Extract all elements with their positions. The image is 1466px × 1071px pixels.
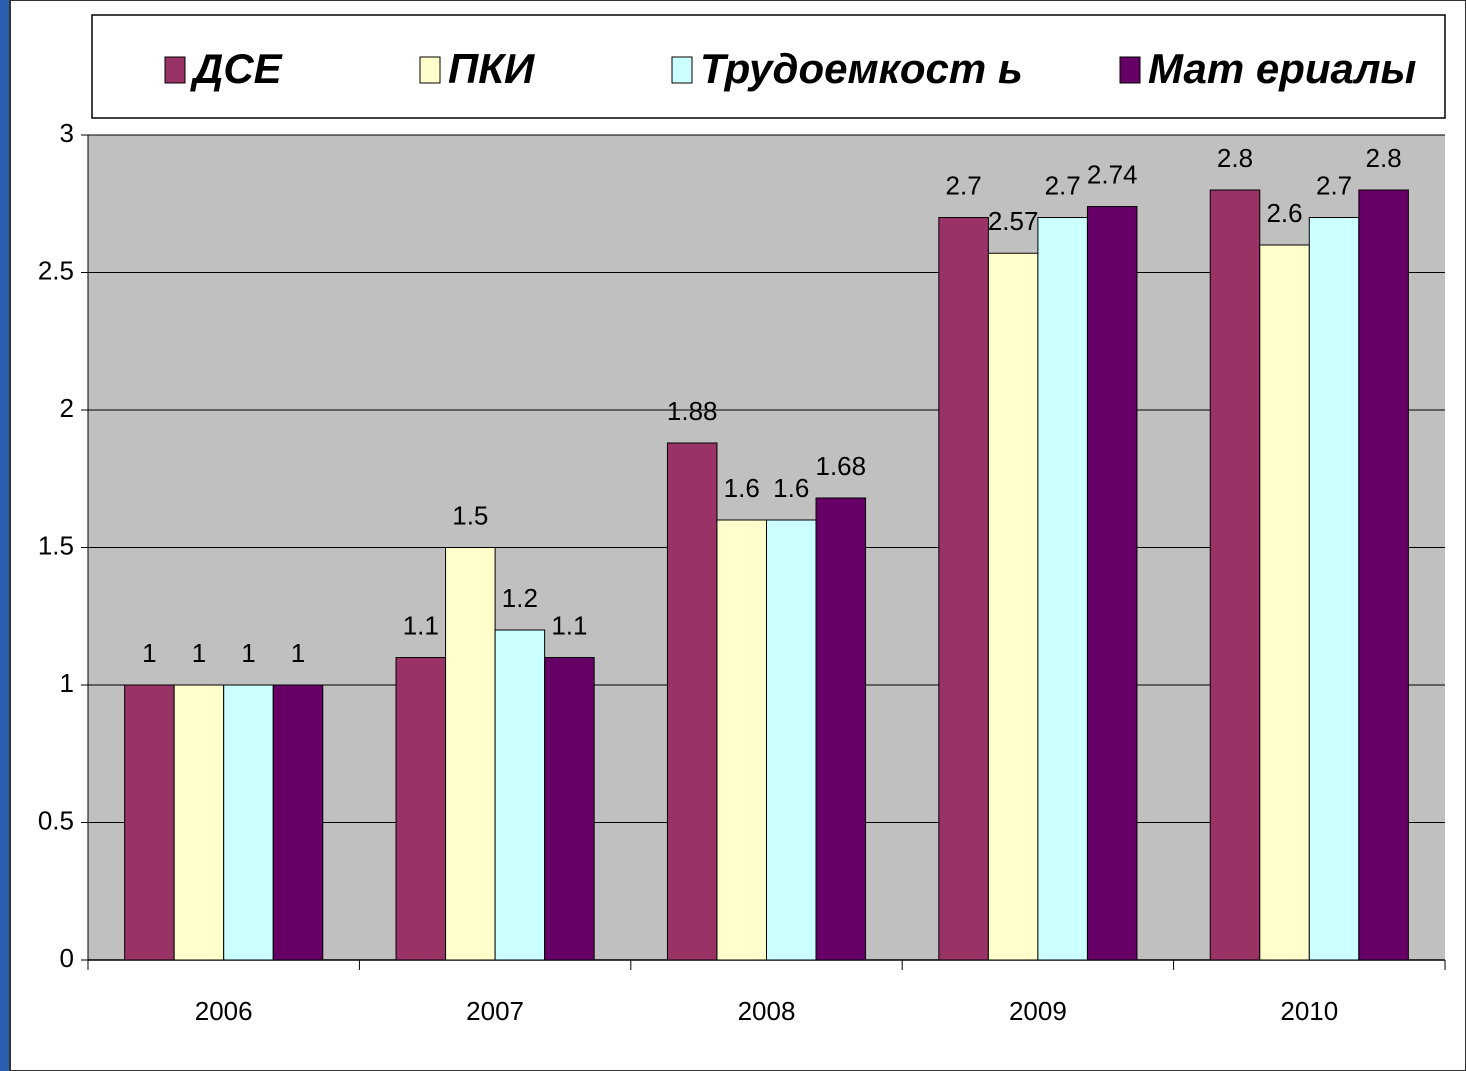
data-label: 2.8 (1366, 143, 1402, 173)
bar (1037, 217, 1088, 961)
bar (1259, 244, 1310, 961)
data-label: 1 (192, 638, 206, 668)
legend-label: Мат ериалы (1148, 45, 1417, 92)
data-label: 2.7 (1045, 170, 1081, 200)
legend-swatch (419, 56, 441, 84)
bar (1308, 217, 1360, 961)
data-label: 2.74 (1087, 159, 1138, 189)
bar (445, 547, 496, 961)
y-tick-label: 1.5 (38, 530, 74, 560)
data-label: 1.5 (452, 500, 488, 530)
data-label: 1 (241, 638, 255, 668)
data-label: 1 (142, 638, 156, 668)
x-tick-label: 2010 (1280, 996, 1338, 1026)
bar (124, 684, 175, 961)
data-label: 2.6 (1266, 198, 1302, 228)
data-label: 2.8 (1217, 143, 1253, 173)
y-tick-label: 1 (60, 668, 74, 698)
legend-label: ПКИ (448, 45, 535, 92)
legend-swatch (671, 56, 693, 84)
bar (544, 657, 595, 961)
data-label: 1.2 (502, 583, 538, 613)
legend-label: ДСЕ (190, 45, 284, 92)
bar (1209, 189, 1261, 961)
y-tick-label: 0 (60, 943, 74, 973)
data-label: 1.88 (667, 396, 718, 426)
bar (987, 252, 1039, 961)
bar (938, 217, 989, 961)
y-tick-label: 2 (60, 393, 74, 423)
legend-box (91, 14, 1446, 119)
data-label: 1.1 (551, 610, 587, 640)
legend-swatch (164, 56, 186, 84)
bar (666, 442, 718, 961)
data-label: 2.57 (988, 206, 1039, 236)
y-tick-label: 3 (60, 118, 74, 148)
data-label: 1.1 (403, 610, 439, 640)
x-tick-label: 2008 (738, 996, 796, 1026)
data-label: 1.68 (815, 451, 866, 481)
data-label: 1 (291, 638, 305, 668)
bar (395, 657, 447, 961)
bar (1358, 189, 1409, 961)
bar (766, 519, 817, 961)
bar (1086, 206, 1138, 961)
bar (223, 684, 274, 961)
y-tick-label: 2.5 (38, 255, 74, 285)
data-label: 2.7 (946, 170, 982, 200)
legend-label: Трудоемкост ь (700, 45, 1023, 92)
bar (494, 629, 546, 961)
x-tick-label: 2009 (1009, 996, 1067, 1026)
data-label: 1.6 (773, 473, 809, 503)
legend-swatch (1119, 56, 1141, 84)
data-label: 2.7 (1316, 170, 1352, 200)
x-tick-label: 2007 (466, 996, 524, 1026)
bar (173, 684, 225, 961)
bar (716, 519, 767, 961)
y-tick-label: 0.5 (38, 805, 74, 835)
x-tick-label: 2006 (195, 996, 253, 1026)
data-label: 1.6 (724, 473, 760, 503)
bar (815, 497, 867, 961)
bar (272, 684, 324, 961)
